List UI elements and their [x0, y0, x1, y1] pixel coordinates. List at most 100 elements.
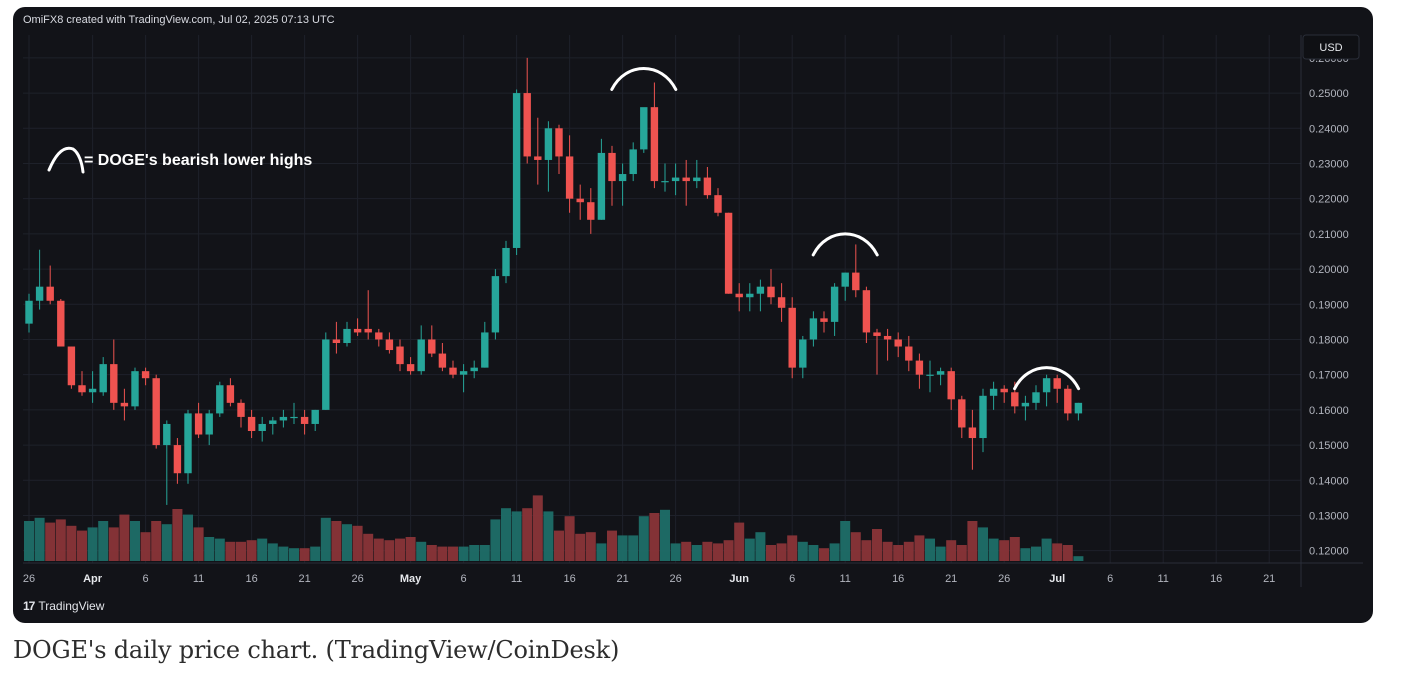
volume-bar: [564, 516, 575, 561]
date-tick-label: 11: [1157, 573, 1168, 585]
price-tick-label: 0.14000: [1309, 475, 1349, 487]
volume-bar: [935, 546, 946, 561]
volume-bar: [130, 521, 140, 561]
date-tick-label: 6: [789, 573, 795, 585]
price-tick-label: 0.12000: [1309, 546, 1349, 558]
volume-bar: [914, 535, 925, 561]
candle-body: [926, 374, 934, 376]
volume-bar: [1041, 538, 1052, 561]
candle-body: [756, 286, 765, 294]
candle-body: [449, 367, 457, 375]
volume-bar: [236, 541, 246, 561]
price-tick-label: 0.17000: [1309, 370, 1349, 382]
volume-bar: [1009, 537, 1020, 561]
date-tick-label: 26: [351, 573, 363, 585]
candle-body: [693, 177, 701, 182]
candle-body: [788, 307, 796, 368]
price-chart[interactable]: 0.260000.250000.240000.230000.220000.210…: [13, 7, 1373, 623]
candle-body: [396, 346, 404, 365]
lower-high-arcs: [610, 66, 1081, 391]
price-tick-label: 0.23000: [1309, 158, 1349, 170]
date-tick-label: 16: [563, 573, 575, 585]
candle-body: [1032, 392, 1040, 403]
volume-bar: [151, 521, 162, 561]
volume-bar: [98, 521, 109, 561]
candle-body: [989, 388, 998, 396]
volume-bar: [299, 548, 310, 561]
volume-bar: [607, 530, 617, 561]
volume-bar: [723, 540, 734, 561]
volume-bar: [373, 538, 384, 561]
volume-bar: [1073, 556, 1084, 561]
date-tick-label: 6: [1107, 573, 1113, 585]
candle-body: [947, 371, 955, 400]
candle-body: [459, 371, 468, 375]
candle-body: [894, 339, 902, 347]
candle-body: [78, 385, 86, 393]
volume-bar: [670, 543, 681, 561]
volume-bar: [331, 521, 342, 561]
candle-body: [523, 93, 531, 157]
candle-body: [958, 399, 966, 428]
candle-body: [385, 339, 394, 351]
candle-body: [67, 346, 76, 386]
candle-body: [852, 272, 860, 291]
price-axis[interactable]: 0.260000.250000.240000.230000.220000.210…: [1300, 35, 1349, 587]
date-tick-label: 6: [143, 573, 149, 585]
volume-bar: [691, 545, 702, 561]
candle-body: [671, 177, 680, 182]
candle-body: [290, 416, 298, 419]
volume-bar: [1062, 545, 1073, 561]
candle-body: [322, 339, 330, 410]
date-tick-label: 16: [892, 573, 904, 585]
candle-body: [216, 385, 224, 414]
volume-bar: [77, 530, 87, 561]
chart-credit-text: OmiFX8 created with TradingView.com, Jul…: [23, 14, 335, 26]
volume-bar: [956, 545, 967, 561]
volume-bar: [554, 530, 564, 561]
volume-bar: [766, 545, 776, 561]
price-tick-label: 0.13000: [1309, 510, 1349, 522]
currency-badge[interactable]: [1302, 34, 1360, 60]
date-tick-label: Apr: [83, 573, 103, 585]
candle-body: [247, 416, 256, 431]
price-tick-label: 0.19000: [1309, 299, 1349, 311]
volume-bar: [861, 540, 872, 561]
date-tick-label: 21: [945, 573, 957, 585]
candle-body: [512, 93, 521, 248]
volume-bar: [320, 517, 331, 561]
volume-bar: [66, 525, 77, 561]
time-axis[interactable]: 26 Apr 6 11 16 21 26 May 6 11 16 21 26 Jun 6 11 16 21 26 Ju…: [23, 562, 1363, 585]
candle-body: [428, 339, 436, 354]
candle-body: [237, 402, 245, 417]
volume-bar: [87, 527, 98, 561]
candle-body: [682, 177, 690, 182]
volume-bar: [511, 511, 522, 561]
volume-bar: [214, 538, 225, 561]
price-tick-label: 0.24000: [1309, 123, 1349, 135]
candle-body: [184, 413, 192, 474]
volume-bar: [575, 533, 586, 561]
candle-body: [279, 416, 288, 421]
candle-body: [799, 339, 807, 368]
candle-body: [1000, 388, 1008, 393]
volume-bar: [45, 522, 56, 561]
volume-bar: [638, 516, 649, 561]
candle-body: [120, 402, 129, 407]
volume-bar: [225, 541, 236, 561]
candle-body: [110, 364, 118, 403]
volume-bar: [988, 538, 999, 561]
candle-body: [629, 149, 637, 175]
date-tick-label: 21: [616, 573, 628, 585]
arc-legend-icon: [47, 146, 85, 174]
date-tick-label: May: [400, 573, 422, 585]
volume-bar: [893, 545, 904, 561]
tradingview-logo[interactable]: 17 TradingView: [23, 599, 104, 613]
candle-body: [406, 364, 415, 372]
volume-bar: [395, 538, 405, 561]
candle-body: [141, 371, 150, 379]
volume-bar: [161, 524, 172, 561]
volume-bar: [660, 509, 670, 561]
date-tick-label: 16: [245, 573, 257, 585]
candle-body: [968, 427, 977, 439]
